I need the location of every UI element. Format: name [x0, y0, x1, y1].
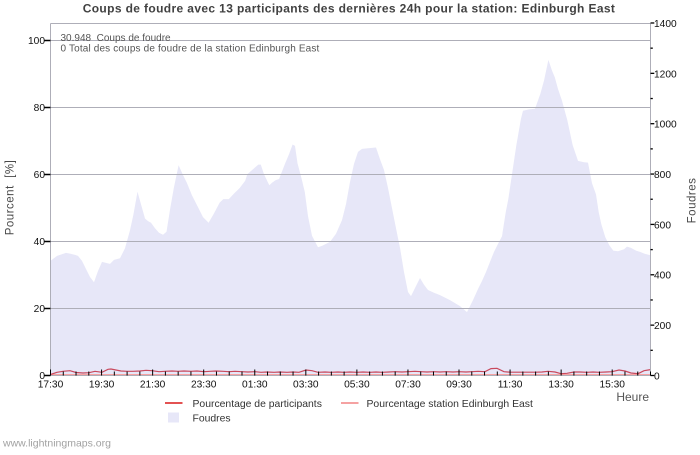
svg-text:400: 400 [654, 271, 671, 282]
svg-text:800: 800 [654, 170, 671, 181]
svg-text:Foudres: Foudres [687, 178, 699, 224]
svg-text:0: 0 [39, 371, 45, 382]
svg-text:60: 60 [34, 170, 46, 181]
svg-text:11:30: 11:30 [498, 380, 523, 391]
svg-text:Pourcentage station Edinburgh: Pourcentage station Edinburgh East [367, 399, 533, 410]
svg-text:Coups de foudre avec 13 partic: Coups de foudre avec 13 participants des… [83, 2, 616, 16]
svg-text:17:30: 17:30 [38, 380, 64, 391]
svg-text:01:30: 01:30 [242, 380, 268, 391]
svg-text:23:30: 23:30 [191, 380, 217, 391]
svg-text:Heure: Heure [616, 390, 649, 404]
svg-text:0 Total des coups de foudre de: 0 Total des coups de foudre de la statio… [61, 44, 320, 55]
svg-text:19:30: 19:30 [89, 380, 115, 391]
svg-text:20: 20 [34, 304, 46, 315]
svg-text:80: 80 [34, 103, 46, 114]
svg-text:200: 200 [654, 321, 671, 332]
svg-text:1400: 1400 [654, 19, 677, 30]
svg-text:40: 40 [34, 237, 46, 248]
svg-text:03:30: 03:30 [293, 380, 319, 391]
svg-text:1200: 1200 [654, 69, 677, 80]
svg-text:0: 0 [654, 371, 660, 382]
svg-text:21:30: 21:30 [140, 380, 166, 391]
svg-text:09:30: 09:30 [446, 380, 472, 391]
svg-text:30.948 Coups de foudre: 30.948 Coups de foudre [61, 33, 172, 44]
svg-text:Pourcent [%]: Pourcent [%] [5, 160, 17, 236]
svg-text:100: 100 [28, 36, 45, 47]
svg-text:Pourcentage de participants: Pourcentage de participants [193, 399, 322, 410]
svg-text:07:30: 07:30 [395, 380, 421, 391]
svg-text:15:30: 15:30 [599, 380, 625, 391]
svg-text:600: 600 [654, 220, 671, 231]
svg-text:05:30: 05:30 [344, 380, 370, 391]
svg-text:1000: 1000 [654, 120, 677, 131]
svg-text:www.lightningmaps.org: www.lightningmaps.org [2, 438, 111, 450]
svg-text:Foudres: Foudres [193, 414, 231, 425]
svg-text:13:30: 13:30 [548, 380, 574, 391]
